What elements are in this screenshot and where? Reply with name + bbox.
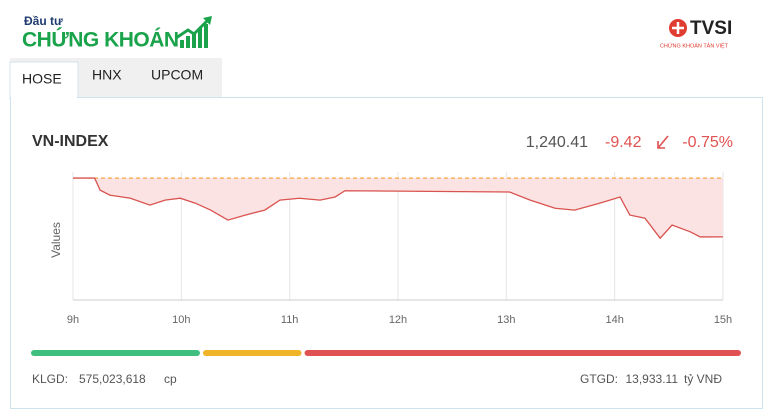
tab-active[interactable] — [9, 61, 79, 100]
breadth-segment — [304, 350, 741, 356]
volume: 575,023,618 — [79, 372, 146, 386]
partner-logo — [669, 19, 687, 37]
x-tick-label: 15h — [714, 314, 732, 326]
tab[interactable]: UPCOM — [151, 67, 203, 83]
tab[interactable]: HOSE — [22, 71, 62, 87]
index-change: -9.42 — [605, 134, 642, 151]
x-tick-label: 10h — [172, 314, 190, 326]
breadth-segment — [31, 350, 200, 356]
volume-label: KLGD: — [32, 372, 68, 386]
value-unit: tỷ VNĐ — [684, 372, 722, 386]
index-line — [73, 177, 724, 240]
index-value: 1,240.41 — [526, 134, 588, 151]
brand-icon — [175, 16, 212, 48]
index-change-pct: -0.75% — [682, 134, 733, 151]
breadth-segment — [202, 350, 302, 356]
tab-joint — [11, 97, 77, 99]
trade-value: 13,933.11 — [626, 372, 679, 386]
down-arrow — [657, 135, 669, 149]
x-tick-label: 12h — [389, 314, 407, 326]
card — [10, 97, 763, 409]
value-label: GTGD: — [580, 372, 618, 386]
brand-top: Đầu tư — [24, 14, 63, 28]
index-name: VN-INDEX — [32, 133, 109, 150]
x-tick-label: 14h — [605, 314, 623, 326]
partner-name: TVSI — [690, 18, 732, 39]
partner-sub: CHỨNG KHOÁN TÂN VIỆT — [660, 41, 729, 49]
tab[interactable]: HNX — [92, 67, 122, 83]
x-tick-label: 9h — [67, 314, 79, 326]
brand-main: CHỨNG KHOÁN — [22, 28, 179, 52]
x-tick-label: 13h — [497, 314, 515, 326]
y-axis-label: Values — [49, 222, 63, 258]
x-tick-label: 11h — [281, 314, 299, 326]
volume-unit: cp — [164, 372, 177, 386]
area-fill — [73, 178, 723, 239]
